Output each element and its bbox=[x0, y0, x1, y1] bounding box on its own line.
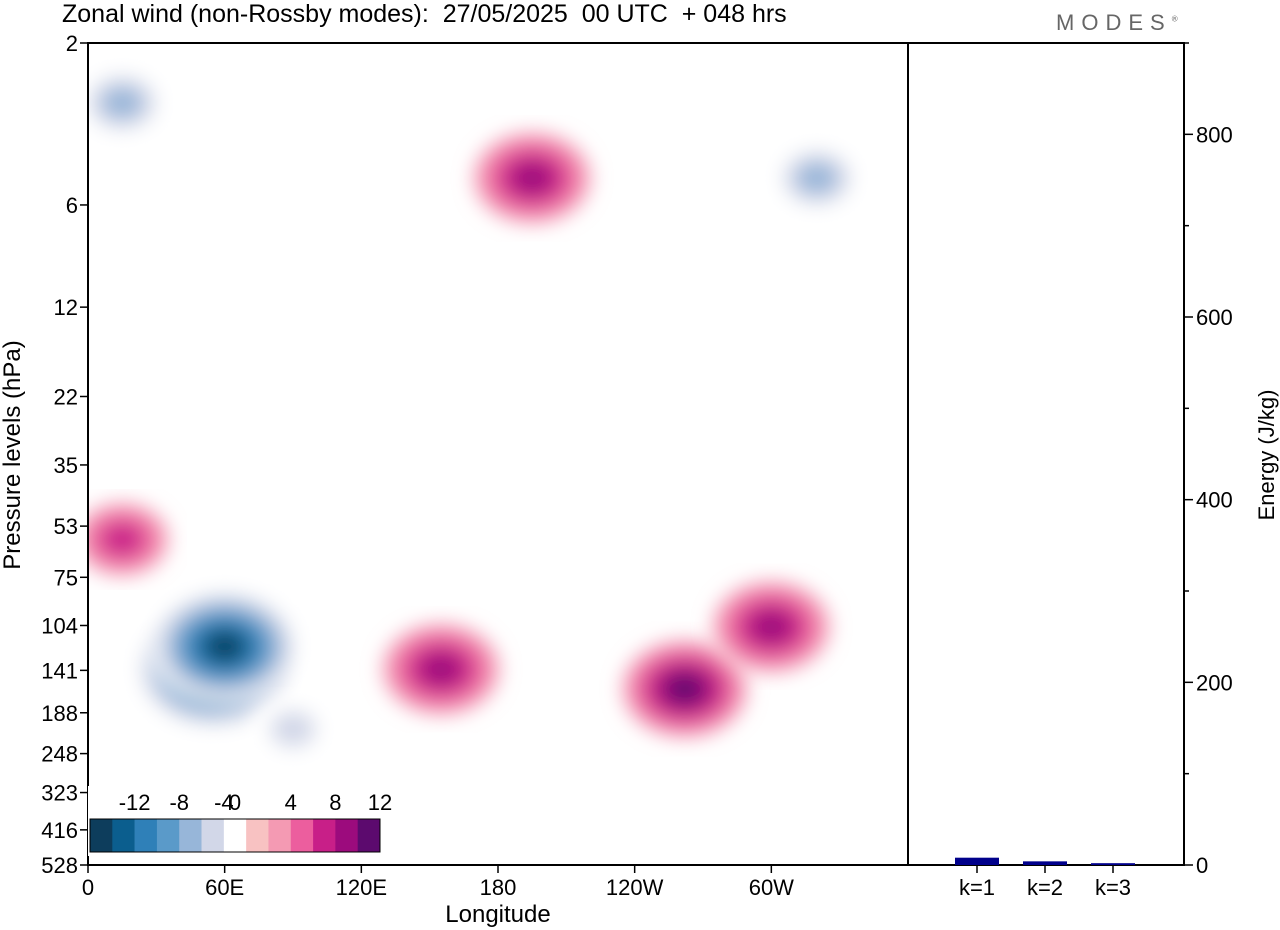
colorbar-label: -12 bbox=[119, 790, 151, 815]
energy-axis: 0 200 400 600 800 bbox=[1184, 42, 1233, 878]
wind-contour-3-2 bbox=[102, 87, 142, 119]
colorbar-label: 8 bbox=[329, 790, 341, 815]
x-tick-label: 180 bbox=[480, 875, 517, 900]
x-tick-label: 120E bbox=[336, 875, 387, 900]
wind-contour-8-2 bbox=[797, 162, 837, 194]
energy-tick-label: 200 bbox=[1196, 670, 1233, 695]
y-tick-label: 12 bbox=[54, 295, 78, 320]
energy-tick-label: 0 bbox=[1196, 853, 1208, 878]
colorbar-swatch bbox=[290, 819, 314, 852]
energy-category-label: k=2 bbox=[1027, 875, 1063, 900]
wind-feature-3 bbox=[88, 66, 169, 139]
wind-feature-4 bbox=[383, 624, 500, 715]
wind-feature-2 bbox=[255, 699, 331, 760]
y-tick-label: 35 bbox=[54, 453, 78, 478]
colorbar-swatch bbox=[156, 819, 180, 852]
wind-contour-7-3 bbox=[752, 611, 791, 642]
colorbar-label: -4 bbox=[214, 790, 234, 815]
x-axis-label: Longitude bbox=[445, 901, 550, 928]
wind-contour-5-3 bbox=[512, 163, 552, 194]
colorbar-swatch bbox=[179, 819, 202, 852]
wind-contour-9-2 bbox=[102, 524, 142, 555]
colorbar-label: 12 bbox=[368, 790, 392, 815]
energy-bar-k=1 bbox=[955, 857, 999, 865]
y-tick-label: 22 bbox=[54, 384, 78, 409]
colorbar-label: -8 bbox=[169, 790, 189, 815]
x-tick-label: 0 bbox=[82, 875, 94, 900]
colorbar-frame bbox=[89, 818, 381, 853]
wind-feature-8 bbox=[770, 142, 863, 215]
wind-contour-1-6 bbox=[209, 634, 241, 659]
x-tick-label: 60E bbox=[205, 875, 244, 900]
energy-tick-label: 600 bbox=[1196, 305, 1233, 330]
energy-panel-frame bbox=[907, 42, 1185, 866]
y-tick-label: 75 bbox=[54, 565, 78, 590]
colorbar-label: 0 bbox=[229, 790, 241, 815]
colorbar-swatch bbox=[134, 819, 158, 852]
y-tick-label: 2 bbox=[66, 31, 78, 56]
modes-logo: MODES® bbox=[1056, 10, 1178, 36]
colorbar-label: 4 bbox=[285, 790, 297, 815]
wind-contour-4-3 bbox=[421, 654, 461, 685]
energy-category-label: k=3 bbox=[1095, 875, 1131, 900]
wind-feature-6 bbox=[622, 640, 747, 737]
energy-bars: k=1 k=2 k=3 bbox=[955, 857, 1135, 900]
colorbar-swatch bbox=[246, 819, 269, 852]
wind-contour-2-1 bbox=[270, 711, 316, 748]
y-tick-label: 141 bbox=[41, 658, 78, 683]
y-axis-label: Pressure levels (hPa) bbox=[0, 340, 26, 569]
wind-feature-5 bbox=[474, 133, 591, 224]
field-clip-group bbox=[88, 66, 863, 760]
logo-text: MODES bbox=[1056, 10, 1172, 35]
colorbar-swatch bbox=[90, 819, 113, 852]
y-tick-label: 323 bbox=[41, 781, 78, 806]
zonal-wind-field bbox=[88, 66, 863, 760]
wind-feature-7 bbox=[713, 581, 830, 672]
colorbar-swatch bbox=[268, 819, 292, 852]
energy-category-label: k=1 bbox=[959, 875, 995, 900]
y-tick-label: 416 bbox=[41, 818, 78, 843]
colorbar-swatch bbox=[335, 819, 358, 852]
colorbar-swatch bbox=[313, 819, 336, 852]
colorbar-swatch bbox=[112, 819, 135, 852]
x-tick-label: 120W bbox=[606, 875, 664, 900]
x-tick-label: 60W bbox=[749, 875, 794, 900]
chart-title: Zonal wind (non-Rossby modes): 27/05/202… bbox=[62, 0, 787, 28]
energy-bar-k=3 bbox=[1091, 863, 1135, 865]
energy-tick-label: 800 bbox=[1196, 122, 1233, 147]
y-axis: 2 6 12 22 35 53 75 104 141 188 248 323 416 528 bbox=[41, 31, 88, 878]
wind-feature-9 bbox=[88, 503, 169, 576]
y-tick-label: 53 bbox=[54, 514, 78, 539]
colorbar-swatch bbox=[201, 819, 225, 852]
colorbar-swatch bbox=[223, 819, 247, 852]
wind-feature-1 bbox=[146, 586, 303, 707]
x-axis: 0 60E 120E 180 120W 60W bbox=[82, 865, 794, 900]
logo-registered-mark: ® bbox=[1171, 14, 1178, 24]
energy-axis-label: Energy (J/kg) bbox=[1254, 390, 1279, 521]
energy-bar-k=2 bbox=[1023, 861, 1067, 865]
y-tick-label: 248 bbox=[41, 742, 78, 767]
colorbar-legend: -12 -8 -40 4 8 12 bbox=[88, 786, 392, 856]
colorbar-swatch bbox=[357, 819, 381, 852]
y-tick-label: 6 bbox=[66, 193, 78, 218]
y-tick-label: 188 bbox=[41, 701, 78, 726]
wind-contour-6-4 bbox=[667, 675, 702, 703]
y-tick-label: 528 bbox=[41, 853, 78, 878]
energy-tick-label: 400 bbox=[1196, 488, 1233, 513]
y-tick-label: 104 bbox=[41, 613, 78, 638]
